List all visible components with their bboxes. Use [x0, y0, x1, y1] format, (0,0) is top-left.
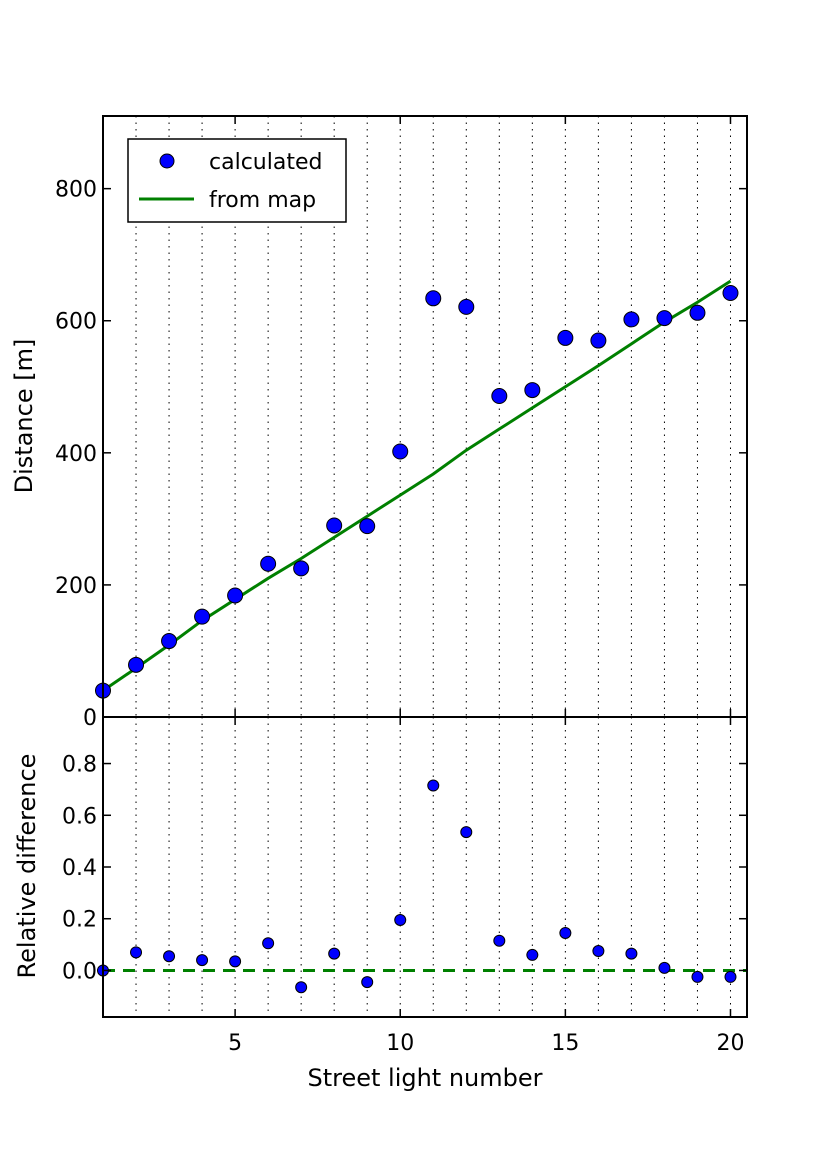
- relative-difference-point: [130, 946, 143, 959]
- relative-difference-point: [427, 779, 440, 792]
- calculated-point: [260, 555, 277, 572]
- top-y-tick-label: 600: [55, 310, 97, 335]
- legend-box: [127, 138, 347, 223]
- calculated-point: [161, 633, 178, 650]
- calculated-point: [722, 284, 739, 301]
- relative-difference-point: [493, 934, 506, 947]
- relative-difference-point: [262, 937, 275, 950]
- x-tick-label: 10: [386, 1031, 414, 1056]
- relative-difference-point: [295, 981, 308, 994]
- calculated-point: [623, 311, 640, 328]
- calculated-point: [689, 304, 706, 321]
- calculated-point: [293, 560, 310, 577]
- relative-difference-point: [592, 945, 605, 958]
- bottom-series: [97, 779, 747, 994]
- top-y-tick-label: 400: [55, 442, 97, 467]
- top-y-axis-label: Distance [m]: [10, 339, 38, 494]
- bottom-y-tick-label: 0.2: [62, 908, 97, 933]
- bottom-y-tick-label: 0.6: [62, 804, 97, 829]
- relative-difference-point: [328, 947, 341, 960]
- relative-difference-point: [625, 947, 638, 960]
- calculated-point: [458, 298, 475, 315]
- x-tick-label: 5: [228, 1031, 242, 1056]
- x-axis-label: Street light number: [307, 1064, 542, 1092]
- relative-difference-point: [559, 926, 572, 939]
- calculated-point: [227, 587, 244, 604]
- legend-label-from-map: from map: [209, 188, 316, 213]
- calculated-point: [656, 310, 673, 327]
- calculated-point: [491, 388, 508, 405]
- legend-label-calculated: calculated: [209, 150, 322, 175]
- relative-difference-point: [724, 970, 737, 983]
- legend: calculated from map: [127, 138, 347, 223]
- top-y-tick-label: 800: [55, 178, 97, 203]
- bottom-y-tick-label: 0.4: [62, 856, 97, 881]
- calculated-point: [392, 443, 409, 460]
- calculated-point: [557, 329, 574, 346]
- top-y-tick-label: 0: [83, 706, 97, 731]
- top-y-tick-label: 200: [55, 574, 97, 599]
- calculated-point: [326, 517, 343, 534]
- bottom-y-axis-label: Relative difference: [13, 754, 41, 979]
- calculated-point: [128, 656, 145, 673]
- bottom-y-tick-label: 0.8: [62, 753, 97, 778]
- calculated-point: [590, 332, 607, 349]
- relative-difference-point: [526, 948, 539, 961]
- top-ticks: 0 200 400 600 800: [55, 116, 747, 731]
- relative-difference-point: [394, 914, 407, 927]
- calculated-point: [524, 382, 541, 399]
- legend-marker-calculated: [159, 153, 175, 169]
- relative-difference-point: [460, 826, 473, 839]
- bottom-y-tick-label: 0.0: [62, 959, 97, 984]
- top-grid: [102, 116, 731, 717]
- calculated-point: [359, 518, 376, 535]
- relative-difference-point: [196, 954, 209, 967]
- calculated-point: [194, 608, 211, 625]
- relative-difference-point: [229, 955, 242, 968]
- relative-difference-point: [691, 970, 704, 983]
- x-tick-label: 20: [716, 1031, 744, 1056]
- relative-difference-point: [658, 961, 671, 974]
- top-series: [95, 279, 739, 699]
- relative-difference-point: [361, 976, 374, 989]
- relative-difference-point: [163, 950, 176, 963]
- bottom-ticks: 0.0 0.2 0.4 0.6 0.8 5 10 15 20: [62, 717, 747, 1056]
- x-tick-label: 15: [551, 1031, 579, 1056]
- calculated-point: [425, 290, 442, 307]
